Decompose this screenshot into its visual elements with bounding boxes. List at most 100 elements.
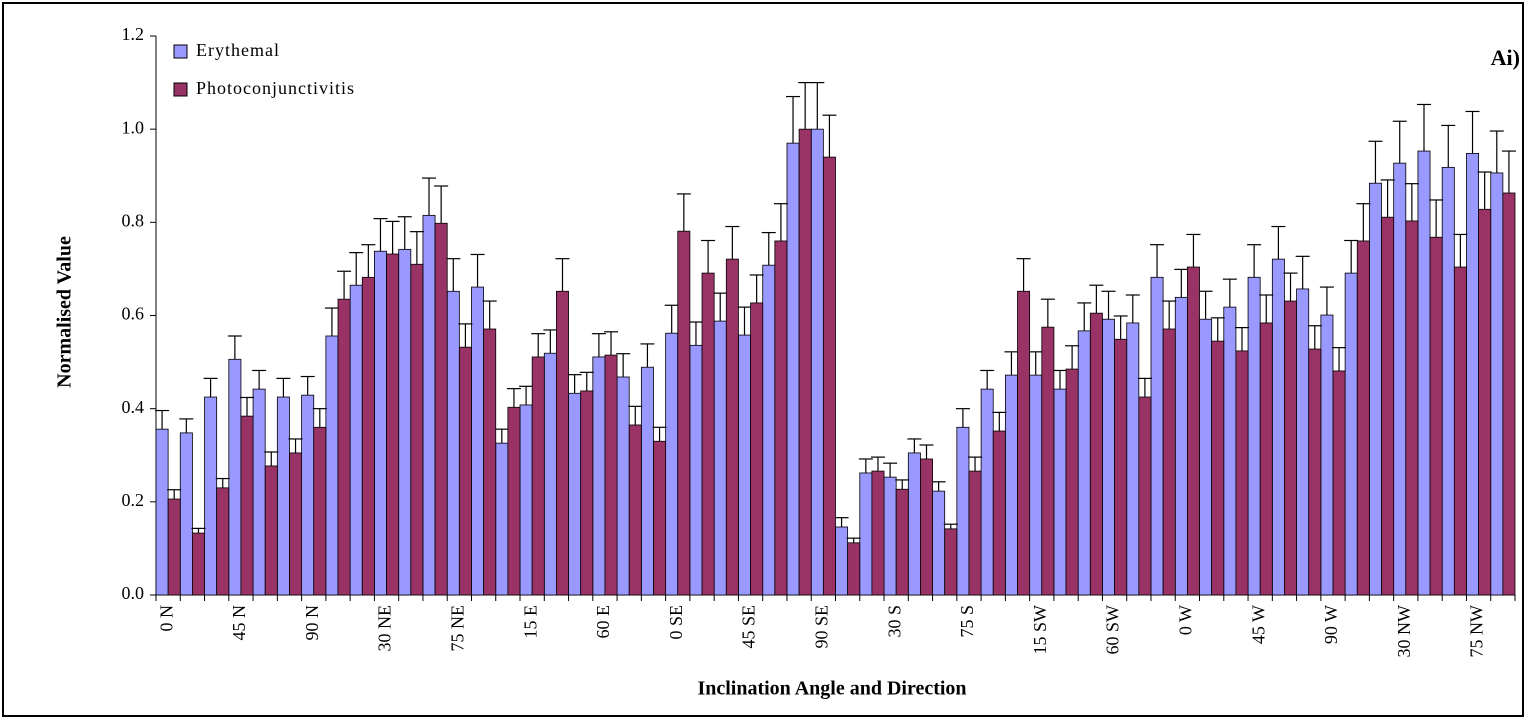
x-tick-label: 30 NE [375, 605, 395, 652]
x-tick-label: 90 W [1321, 605, 1341, 644]
bar [1114, 338, 1128, 596]
bar [568, 392, 582, 596]
legend-label: Photoconjunctivitis [196, 78, 355, 98]
legend-swatch [173, 82, 188, 97]
bar [968, 470, 982, 596]
bar [349, 284, 363, 596]
bar [1053, 388, 1067, 596]
bar [1029, 374, 1043, 596]
bar [592, 356, 606, 596]
bar [932, 490, 946, 596]
x-tick-label: 30 NW [1394, 605, 1414, 658]
bar [1004, 374, 1018, 596]
bar [810, 128, 824, 596]
legend-label: Erythemal [196, 40, 280, 60]
bar [252, 388, 266, 596]
bar [1223, 306, 1237, 596]
bar [859, 472, 873, 596]
bar [895, 488, 909, 596]
bar [653, 440, 667, 596]
y-tick-label: 0.6 [122, 304, 145, 324]
bar [774, 240, 788, 596]
bar [616, 376, 630, 596]
bar [1138, 396, 1152, 596]
bar [446, 290, 460, 596]
x-tick-label: 45 SE [739, 605, 759, 649]
bar [1126, 322, 1140, 596]
bar [179, 432, 193, 596]
bar [216, 487, 230, 596]
y-tick-label: 0.8 [122, 210, 145, 230]
y-tick-label: 0.0 [122, 583, 145, 603]
y-tick-label: 1.2 [122, 24, 145, 44]
bar [786, 142, 800, 596]
x-tick-label: 90 SE [811, 605, 831, 649]
bar [471, 286, 485, 596]
bar [689, 344, 703, 596]
bar [871, 470, 885, 596]
bar [361, 276, 375, 596]
x-tick-label: 60 E [593, 605, 613, 639]
bar [276, 396, 290, 596]
bar [337, 298, 351, 596]
bar [1235, 350, 1249, 596]
x-tick-label: 0 SE [666, 605, 686, 640]
bar [883, 476, 897, 596]
y-tick-label: 0.4 [122, 397, 145, 417]
bar [1356, 240, 1370, 596]
bar [1441, 166, 1455, 596]
bar [1332, 370, 1346, 596]
bar [725, 258, 739, 596]
bar [264, 465, 278, 596]
bar [556, 290, 569, 596]
bar [483, 328, 497, 596]
bar [1308, 348, 1322, 596]
bar [1017, 290, 1031, 596]
bar [1199, 318, 1213, 596]
bar [434, 222, 448, 596]
bar [240, 415, 254, 596]
bar [1065, 368, 1079, 596]
bar [1502, 192, 1516, 596]
bar [1466, 152, 1479, 596]
bar [1393, 162, 1407, 596]
bar [1368, 182, 1382, 596]
bar [798, 128, 812, 596]
x-tick-label: 15 SW [1030, 605, 1050, 655]
y-tick-label: 0.2 [122, 490, 145, 510]
bar [907, 452, 921, 596]
x-tick-label: 0 W [1176, 605, 1196, 635]
bar [992, 430, 1006, 596]
x-tick-label: 90 N [302, 605, 322, 641]
bar [1344, 272, 1358, 596]
bar [701, 272, 715, 596]
bar [1041, 326, 1055, 596]
bar [1320, 314, 1334, 596]
x-tick-label: 0 N [156, 605, 176, 632]
bar [422, 214, 436, 596]
bar [192, 532, 205, 596]
x-tick-label: 75 NE [447, 605, 467, 652]
bar [1429, 236, 1443, 596]
bar [543, 352, 557, 596]
bar [980, 388, 994, 596]
legend-swatch [173, 44, 188, 59]
x-tick-label: 75 NW [1467, 605, 1487, 658]
bar [738, 334, 751, 596]
bar [1405, 220, 1419, 596]
bar [640, 366, 654, 596]
bar [228, 358, 242, 596]
bar [1259, 322, 1273, 596]
bar [1089, 312, 1103, 596]
bar [1162, 328, 1176, 596]
bar [750, 302, 764, 596]
bar [313, 426, 327, 596]
bar [519, 404, 533, 596]
bar [531, 356, 545, 596]
x-axis-title: Inclination Angle and Direction [697, 678, 966, 700]
bar [677, 230, 691, 596]
bar [1211, 340, 1225, 596]
bar [1490, 172, 1504, 596]
